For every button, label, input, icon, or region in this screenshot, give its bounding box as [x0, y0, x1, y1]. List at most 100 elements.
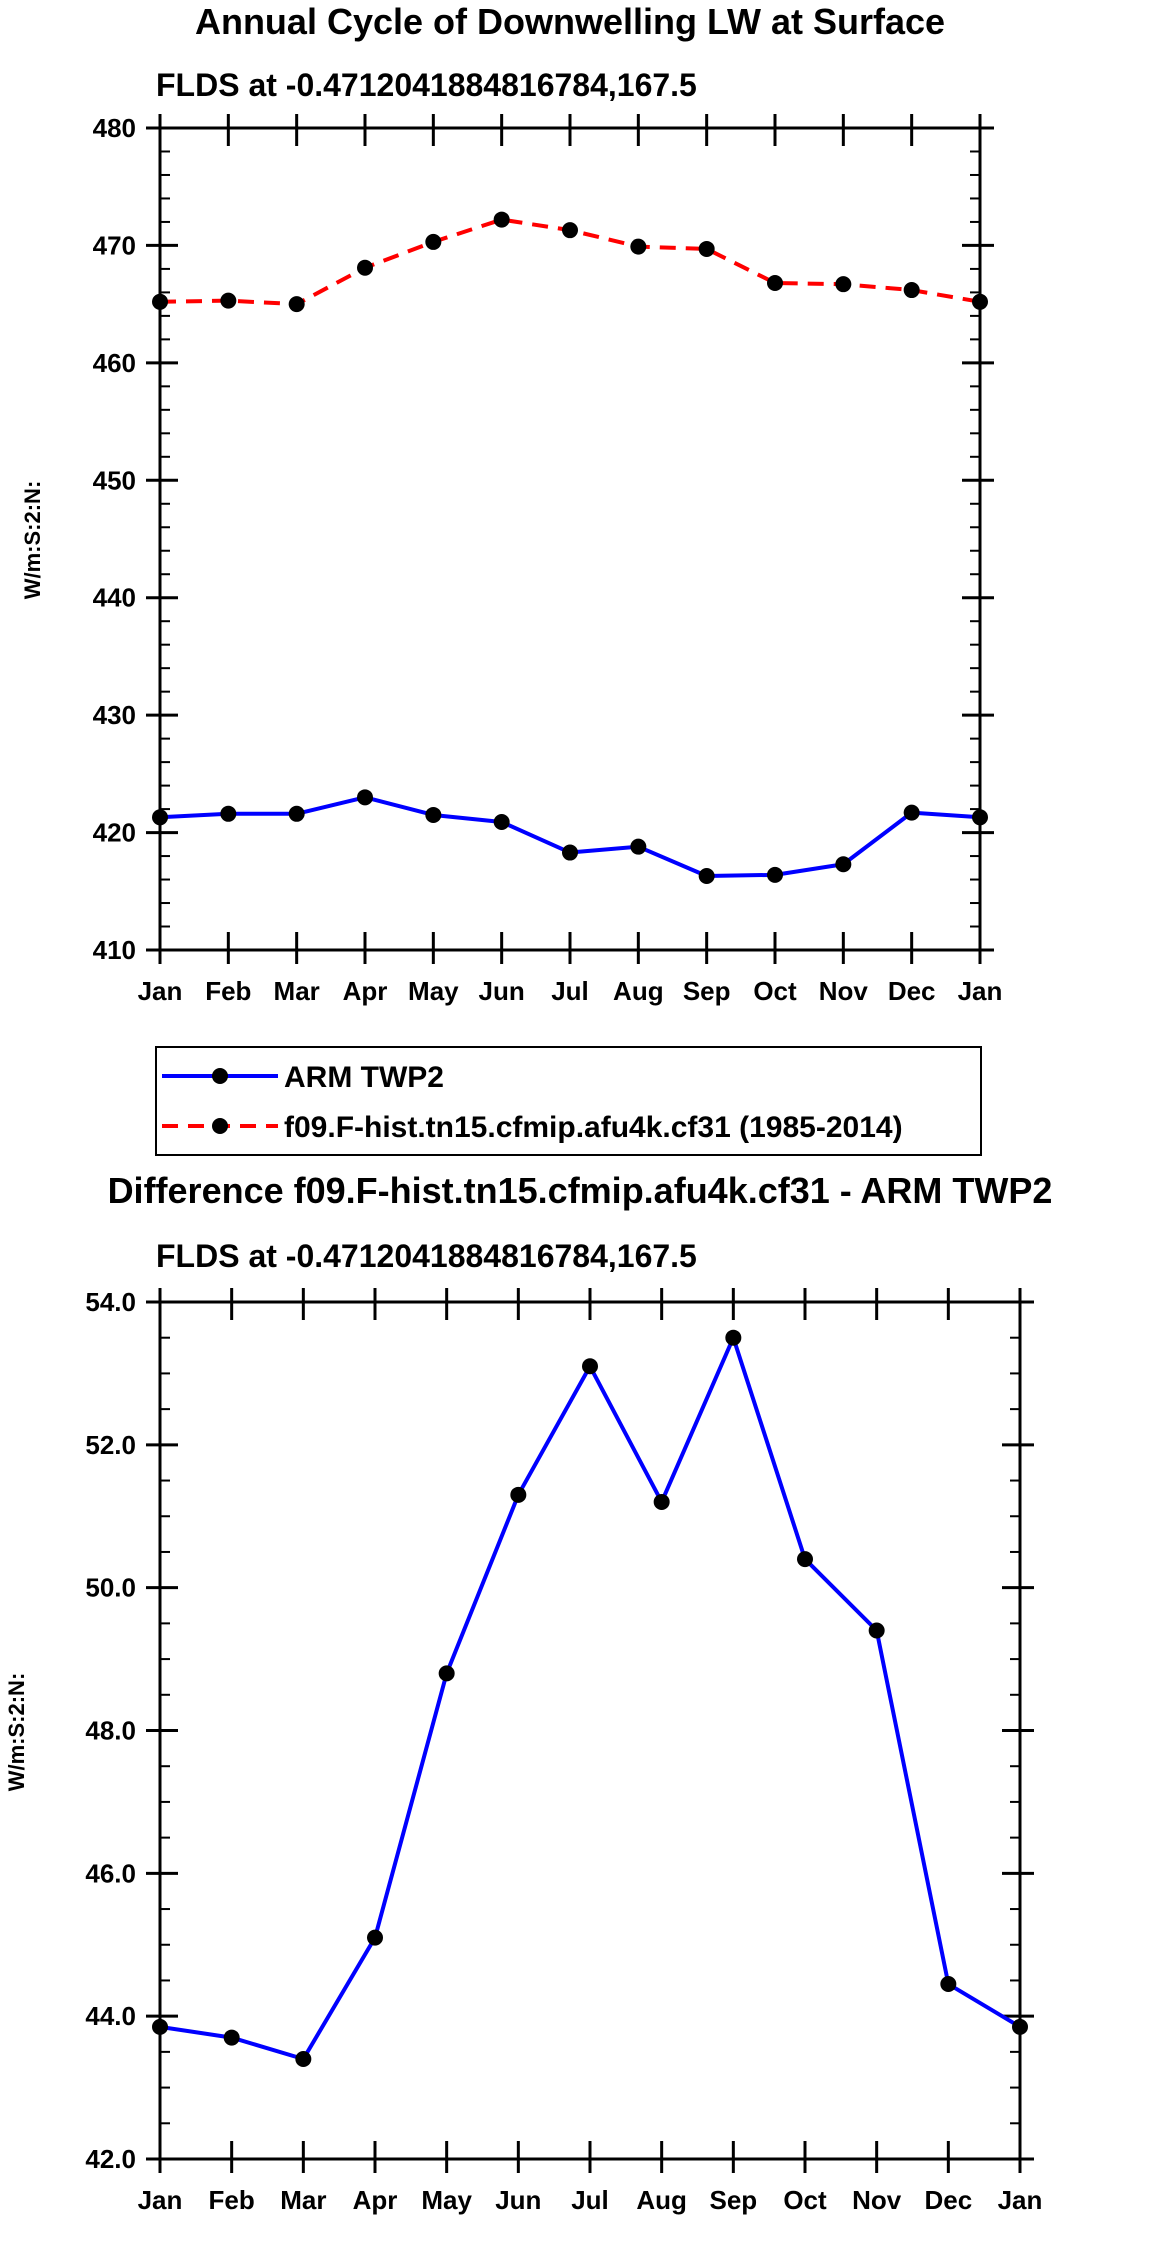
data-point-difference-jul: [582, 1358, 598, 1375]
data-point-f09-f-hist-tn15-cfmip-afu4k-cf31-1985-2014-may: [425, 233, 442, 250]
legend-marker-arm-twp2: [212, 1068, 228, 1084]
y-tick-label: 410: [93, 935, 136, 965]
data-point-arm-twp2-jul: [562, 844, 578, 861]
y-tick-label: 430: [93, 700, 136, 730]
x-tick-label: Jan: [138, 2185, 183, 2215]
legend-label-arm-twp2: ARM TWP2: [284, 1061, 444, 1094]
data-point-arm-twp2-apr: [357, 789, 373, 806]
data-point-arm-twp2-nov: [835, 856, 852, 873]
y-tick-label: 42.0: [85, 2144, 136, 2174]
data-point-f09-f-hist-tn15-cfmip-afu4k-cf31-1985-2014-jan: [972, 293, 988, 310]
data-point-difference-feb: [223, 2029, 240, 2046]
legend-marker-model: [212, 1118, 228, 1134]
y-tick-label: 480: [93, 113, 136, 143]
x-tick-label: Jan: [138, 976, 183, 1006]
y-tick-label: 44.0: [85, 2001, 136, 2031]
x-tick-label: Feb: [209, 2185, 255, 2215]
x-tick-label: Mar: [280, 2185, 326, 2215]
x-tick-label: Dec: [888, 976, 936, 1006]
y-tick-label: 450: [93, 465, 136, 495]
data-point-arm-twp2-sep: [698, 868, 715, 885]
chart1-plot-area: [152, 211, 988, 885]
x-tick-label: Dec: [924, 2185, 972, 2215]
data-point-arm-twp2-feb: [220, 805, 237, 822]
data-point-difference-sep: [725, 1329, 742, 1346]
x-tick-label: Oct: [753, 976, 797, 1006]
x-tick-label: Jul: [551, 976, 589, 1006]
chart1-y-axis-label: W/m:S:2:N:: [20, 481, 45, 600]
y-tick-label: 420: [93, 818, 136, 848]
y-tick-label: 440: [93, 583, 136, 613]
chart2-subtitle: FLDS at -0.4712041884816784,167.5: [156, 1238, 697, 1274]
series-line-arm-twp2: [159, 795, 981, 879]
legend-label-model: f09.F-hist.tn15.cfmip.afu4k.cf31 (1985-2…: [284, 1111, 903, 1144]
y-tick-label: 46.0: [85, 1858, 136, 1888]
chart1-subtitle: FLDS at -0.4712041884816784,167.5: [156, 67, 697, 103]
x-tick-label: Jun: [479, 976, 525, 1006]
data-point-difference-jan: [1012, 2018, 1028, 2035]
x-tick-label: Sep: [709, 2185, 757, 2215]
x-tick-label: Apr: [343, 976, 388, 1006]
x-tick-label: Oct: [783, 2185, 827, 2215]
data-point-f09-f-hist-tn15-cfmip-afu4k-cf31-1985-2014-aug: [630, 238, 647, 255]
data-point-f09-f-hist-tn15-cfmip-afu4k-cf31-1985-2014-feb: [220, 292, 237, 309]
data-point-f09-f-hist-tn15-cfmip-afu4k-cf31-1985-2014-sep: [698, 240, 715, 257]
y-tick-label: 50.0: [85, 1573, 136, 1603]
data-point-arm-twp2-jan: [152, 809, 168, 826]
data-point-difference-jan: [152, 2018, 168, 2035]
data-point-difference-mar: [295, 2051, 312, 2068]
x-tick-label: Apr: [353, 2185, 398, 2215]
x-tick-label: Jan: [958, 976, 1003, 1006]
data-point-f09-f-hist-tn15-cfmip-afu4k-cf31-1985-2014-jan: [152, 293, 168, 310]
data-point-arm-twp2-dec: [903, 804, 920, 821]
data-point-difference-aug: [653, 1493, 670, 1510]
data-point-f09-f-hist-tn15-cfmip-afu4k-cf31-1985-2014-nov: [835, 276, 852, 293]
data-point-difference-nov: [868, 1622, 885, 1639]
plot-frame: [158, 126, 982, 952]
x-tick-label: Jun: [495, 2185, 541, 2215]
chart2-axes: 42.0 44.0 46.0 48.0 50.0 52.0 54.0 Jan Feb Mar Apr…: [85, 1287, 1042, 2215]
x-tick-label: Feb: [205, 976, 251, 1006]
x-tick-label: Nov: [852, 2185, 902, 2215]
y-tick-label: 48.0: [85, 1716, 136, 1746]
data-point-difference-apr: [367, 1929, 383, 1946]
data-point-arm-twp2-oct: [767, 866, 783, 883]
data-point-f09-f-hist-tn15-cfmip-afu4k-cf31-1985-2014-dec: [903, 282, 920, 299]
data-point-f09-f-hist-tn15-cfmip-afu4k-cf31-1985-2014-jul: [562, 222, 578, 239]
legend-box: [155, 1046, 982, 1156]
y-tick-label: 470: [93, 230, 136, 260]
plot-frame: [158, 1300, 1022, 2161]
x-tick-label: Nov: [819, 976, 869, 1006]
x-tick-label: Aug: [636, 2185, 687, 2215]
x-tick-label: Aug: [613, 976, 664, 1006]
data-point-f09-f-hist-tn15-cfmip-afu4k-cf31-1985-2014-apr: [357, 259, 373, 276]
data-point-arm-twp2-jun: [493, 814, 510, 831]
chart2-title: Difference f09.F-hist.tn15.cfmip.afu4k.c…: [108, 1170, 1053, 1211]
data-point-arm-twp2-aug: [630, 838, 647, 855]
data-point-difference-oct: [797, 1551, 813, 1568]
data-point-arm-twp2-may: [425, 806, 442, 823]
chart1-axes: 410 420 430 440 450 460 470 480 Jan Feb Mar Apr May J…: [93, 113, 1003, 1006]
data-point-arm-twp2-mar: [288, 805, 305, 822]
x-tick-label: Jan: [998, 2185, 1043, 2215]
y-tick-label: 52.0: [85, 1430, 136, 1460]
chart2-plot-area: [152, 1329, 1028, 2068]
data-point-arm-twp2-jan: [972, 809, 988, 826]
x-tick-label: Mar: [274, 976, 320, 1006]
data-point-f09-f-hist-tn15-cfmip-afu4k-cf31-1985-2014-oct: [767, 275, 783, 292]
x-tick-label: May: [421, 2185, 472, 2215]
chart2-y-axis-label: W/m:S:2:N:: [4, 1673, 29, 1792]
y-tick-label: 460: [93, 348, 136, 378]
x-tick-label: May: [408, 976, 459, 1006]
data-point-f09-f-hist-tn15-cfmip-afu4k-cf31-1985-2014-jun: [493, 211, 510, 228]
data-point-difference-dec: [940, 1976, 957, 1993]
chart1-title: Annual Cycle of Downwelling LW at Surfac…: [195, 1, 945, 42]
data-point-difference-may: [438, 1665, 455, 1682]
y-tick-label: 54.0: [85, 1287, 136, 1317]
x-tick-label: Jul: [571, 2185, 609, 2215]
series-line-difference: [159, 1335, 1022, 2062]
chart1-legend: ARM TWP2 f09.F-hist.tn15.cfmip.afu4k.cf3…: [155, 1046, 982, 1156]
data-point-f09-f-hist-tn15-cfmip-afu4k-cf31-1985-2014-mar: [288, 296, 305, 313]
